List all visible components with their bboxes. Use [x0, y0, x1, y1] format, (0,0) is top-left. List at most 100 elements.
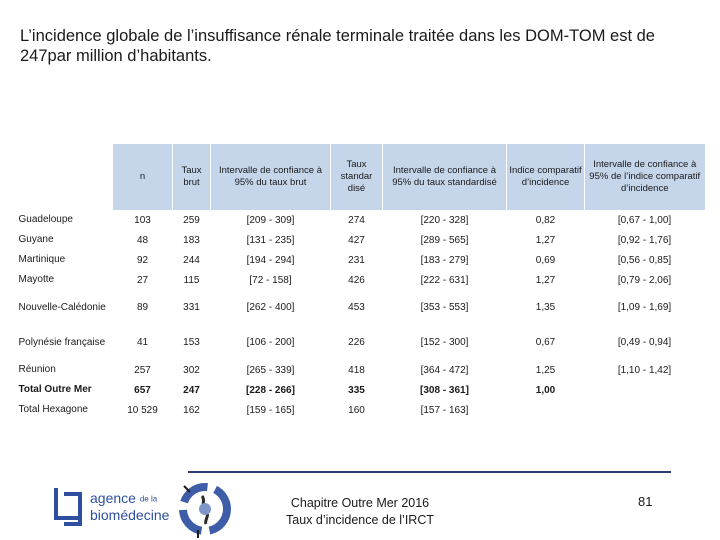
table-row: Guyane 48 183 [131 - 235] 427 [289 - 565…: [17, 230, 705, 250]
cell-ic-taux-standardise: [183 - 279]: [420, 254, 469, 266]
cell-taux-brut: 115: [183, 274, 200, 286]
cell-taux-brut: 259: [183, 214, 200, 226]
cell-ic-taux-brut: [106 - 200]: [246, 337, 295, 348]
cell-taux-standardise: 226: [348, 337, 365, 348]
cell-ic-taux-standardise: [157 - 163]: [420, 404, 469, 416]
cell-ic-taux-standardise: [308 - 361]: [420, 384, 469, 396]
row-label: Guyane: [18, 234, 54, 245]
cell-taux-standardise: 231: [348, 254, 365, 266]
row-label: Polynésie française: [18, 336, 106, 348]
cell-n: 89: [136, 302, 149, 313]
cell-indice: 0,82: [535, 214, 556, 226]
cell-taux-standardise: 274: [348, 214, 365, 226]
cell-taux-standardise: 453: [348, 302, 365, 313]
row-label: Nouvelle-Calédonie: [18, 301, 106, 313]
header-cell-ic-taux-standardise: Intervalle de confiance à 95% du taux st…: [382, 144, 507, 210]
footer-caption: Chapitre Outre Mer 2016 Taux d’incidence…: [262, 495, 458, 529]
cell-ic-taux-brut: [262 - 400]: [246, 302, 295, 313]
cell-ic-taux-standardise: [353 - 553]: [420, 302, 469, 313]
cell-n: 92: [136, 254, 149, 266]
footer-subtitle: Taux d’incidence de l’IRCT: [286, 513, 434, 527]
cell-ic-indice: [0,92 - 1,76]: [617, 234, 672, 246]
table-row: Réunion 257 302 [265 - 339] 418 [364 - 4…: [17, 360, 705, 380]
dom-tom-emblem-icon: [179, 483, 231, 538]
cell-ic-taux-standardise: [289 - 565]: [420, 234, 469, 246]
cell-ic-indice: [0,49 - 0,94]: [617, 337, 672, 348]
table-row: Mayotte 27 115 [72 - 158] 426 [222 - 631…: [17, 270, 705, 290]
cell-taux-brut: 162: [183, 404, 200, 416]
cell-ic-taux-brut: [228 - 266]: [246, 384, 295, 396]
cell-taux-brut: 302: [183, 364, 200, 376]
logo-text: agence de la biomédecine: [90, 490, 169, 523]
row-label: Martinique: [18, 254, 66, 265]
cell-ic-indice: [0,67 - 1,00]: [617, 214, 672, 226]
header-cell-taux-brut: Taux brut: [172, 144, 211, 210]
row-label: Total Hexagone: [18, 404, 89, 415]
cell-indice: [507, 400, 585, 420]
row-label: Total Outre Mer: [18, 384, 92, 395]
cell-taux-brut: 153: [183, 337, 200, 348]
table-row: Martinique 92 244 [194 - 294] 231 [183 -…: [17, 250, 705, 270]
cell-taux-standardise: 427: [348, 234, 365, 246]
footer-divider: [188, 471, 671, 473]
cell-ic-indice: [585, 380, 705, 400]
cell-n: 257: [134, 364, 151, 376]
table-row: Polynésie française 41 153 [106 - 200] 2…: [17, 325, 705, 360]
cell-ic-indice: [1,09 - 1,69]: [617, 302, 672, 313]
table-row-total-hexagone: Total Hexagone 10 529 162 [159 - 165] 16…: [17, 400, 705, 420]
cell-taux-brut: 244: [183, 254, 200, 266]
cell-indice: 1,25: [535, 364, 556, 376]
incidence-table: n Taux brut Intervalle de confiance à 95…: [16, 144, 705, 420]
cell-ic-taux-brut: [131 - 235]: [246, 234, 295, 246]
cell-taux-standardise: 335: [348, 384, 365, 396]
row-label: Guadeloupe: [18, 214, 74, 225]
cell-ic-taux-standardise: [364 - 472]: [420, 364, 469, 376]
table-row-total-outre-mer: Total Outre Mer 657 247 [228 - 266] 335 …: [17, 380, 705, 400]
cell-taux-standardise: 418: [348, 364, 365, 376]
header-cell-ic-indice: Intervalle de confiance à 95% de l’indic…: [584, 144, 705, 210]
cell-ic-indice: [0,56 - 0,85]: [617, 254, 672, 266]
header-cell-taux-standardise: Taux standar disé: [330, 144, 383, 210]
cell-ic-indice: [1,10 - 1,42]: [617, 364, 672, 376]
header-cell-ic-taux-brut: Intervalle de confiance à 95% du taux br…: [210, 144, 331, 210]
cell-taux-brut: 247: [183, 384, 200, 396]
footer-chapter: Chapitre Outre Mer 2016: [290, 496, 430, 510]
agence-logo-mark-icon: [54, 488, 82, 526]
cell-indice: 0,67: [535, 337, 556, 348]
cell-ic-indice: [0,79 - 2,06]: [617, 274, 672, 286]
cell-ic-taux-standardise: [152 - 300]: [420, 337, 469, 348]
cell-n: 48: [136, 234, 149, 246]
cell-taux-standardise: 426: [348, 274, 365, 286]
cell-ic-taux-brut: [265 - 339]: [246, 364, 295, 376]
table-row: Guadeloupe 103 259 [209 - 309] 274 [220 …: [17, 210, 705, 230]
row-label: Réunion: [18, 364, 56, 375]
cell-taux-standardise: 160: [348, 404, 365, 416]
page-number: 81: [638, 494, 653, 509]
cell-ic-taux-brut: [72 - 158]: [249, 274, 292, 286]
cell-n: 103: [134, 214, 151, 226]
cell-n: 10 529: [127, 404, 158, 416]
table-header-row: n Taux brut Intervalle de confiance à 95…: [16, 144, 705, 210]
cell-indice: 0,69: [535, 254, 556, 266]
logo-line1: agence: [90, 490, 136, 506]
cell-indice: 1,00: [535, 384, 556, 396]
cell-indice: 1,27: [535, 234, 556, 246]
cell-ic-taux-standardise: [222 - 631]: [420, 274, 469, 286]
cell-ic-taux-brut: [194 - 294]: [246, 254, 295, 266]
cell-n: 41: [136, 337, 149, 348]
logo-line2: biomédecine: [90, 507, 170, 524]
cell-ic-taux-standardise: [220 - 328]: [420, 214, 469, 226]
cell-n: 657: [134, 384, 151, 396]
header-cell-indice: Indice comparatif d’incidence: [506, 144, 585, 210]
header-cell-n: n: [112, 144, 173, 210]
agence-biomedecine-logo: agence de la biomédecine: [52, 486, 202, 530]
cell-ic-indice: [585, 400, 705, 420]
row-label: Mayotte: [18, 274, 55, 285]
table-row: Nouvelle-Calédonie 89 331 [262 - 400] 45…: [17, 290, 705, 325]
cell-taux-brut: 331: [183, 302, 200, 313]
cell-ic-taux-brut: [209 - 309]: [246, 214, 295, 226]
cell-ic-taux-brut: [159 - 165]: [246, 404, 295, 416]
cell-indice: 1,27: [535, 274, 556, 286]
logo-de-la: de la: [139, 494, 158, 504]
header-cell: [16, 144, 113, 210]
